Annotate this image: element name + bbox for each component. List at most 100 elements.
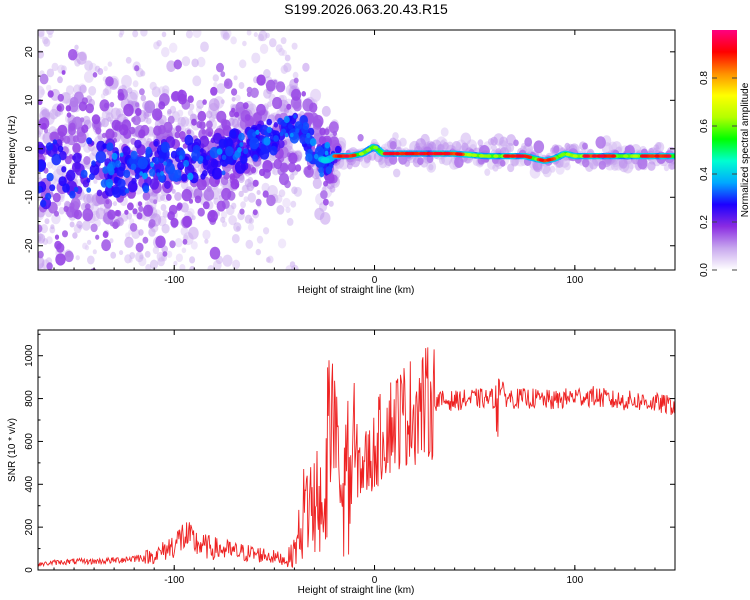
spectral-blob <box>183 159 190 168</box>
spectral-blob <box>102 88 110 96</box>
spectral-blob <box>244 214 253 224</box>
spectral-blob <box>239 208 245 215</box>
colorbar-gradient <box>712 30 737 270</box>
spectral-blob <box>140 94 146 102</box>
spectral-blob <box>50 131 59 142</box>
spectral-blob <box>328 121 339 134</box>
spectral-blob <box>491 144 497 152</box>
spectral-blob <box>84 60 93 71</box>
spectral-blob <box>289 173 295 180</box>
spectral-blob <box>163 161 168 166</box>
spectral-blob <box>46 68 55 78</box>
spectral-blob <box>136 212 143 220</box>
spectral-blob <box>266 126 272 134</box>
spectral-blob <box>74 44 79 50</box>
spectral-blob <box>79 84 87 94</box>
spectral-blob <box>177 161 185 171</box>
spectral-blob <box>324 141 331 149</box>
spectral-track-point <box>365 148 372 152</box>
spectral-blob <box>95 207 106 220</box>
spectral-blob <box>38 256 45 269</box>
spectral-blob <box>216 148 223 155</box>
spectral-blob <box>304 136 312 145</box>
spectral-blob <box>293 77 299 84</box>
colorbar-tick-label: 0.8 <box>699 71 710 85</box>
spectral-blob <box>252 154 259 162</box>
spectral-blob <box>124 209 129 215</box>
spectral-track-point <box>394 151 400 156</box>
spectral-blob <box>309 102 318 113</box>
spectral-blob <box>144 250 151 258</box>
spectral-blob <box>393 168 401 178</box>
spectral-blob <box>131 117 136 123</box>
spectral-blob <box>152 108 163 121</box>
spectral-blob <box>231 234 240 244</box>
spectral-blob <box>93 178 98 184</box>
spectral-blob <box>221 154 227 160</box>
spectral-blob <box>110 251 117 259</box>
spectral-blob <box>69 96 79 108</box>
spectral-blob <box>55 253 66 266</box>
spectrogram-x-tick-label: 100 <box>566 275 583 286</box>
spectral-blob <box>549 165 556 173</box>
spectral-blob <box>663 164 670 172</box>
spectral-blob <box>55 294 62 302</box>
spectral-blob <box>160 171 164 176</box>
spectral-blob <box>211 167 222 180</box>
spectral-blob <box>201 129 206 135</box>
spectral-blob <box>178 155 183 161</box>
spectral-blob <box>250 166 257 174</box>
spectrogram-y-tick-label: -10 <box>24 190 35 205</box>
spectral-blob <box>273 122 279 128</box>
spectral-blob <box>247 129 256 140</box>
spectral-blob <box>269 145 278 156</box>
spectral-blob <box>173 59 182 70</box>
spectral-blob <box>140 30 148 37</box>
spectral-blob <box>66 169 76 182</box>
snr-x-ticks: -100 0 100 <box>53 330 676 586</box>
spectral-blob <box>256 74 266 86</box>
spectral-blob <box>38 30 45 37</box>
spectral-blob <box>216 110 227 123</box>
spectral-track-point <box>560 152 566 157</box>
spectral-blob <box>637 157 648 170</box>
spectral-blob <box>142 191 151 201</box>
spectral-blob <box>253 32 258 38</box>
spectral-blob <box>231 88 238 96</box>
spectral-track-point <box>565 152 571 157</box>
spectral-blob <box>137 156 148 170</box>
spectral-blob <box>143 111 150 119</box>
spectral-blob <box>207 131 213 137</box>
spectral-blob <box>38 233 46 244</box>
spectral-blob <box>203 188 215 201</box>
spectral-blob <box>288 152 298 164</box>
spectral-blob <box>222 254 233 267</box>
spectral-blob <box>318 166 324 174</box>
snr-panel: -100 0 100 0 200 400 600 800 1000 Height of str… <box>7 329 676 596</box>
spectral-blob <box>143 204 153 217</box>
spectral-blob <box>325 166 332 175</box>
spectral-blob <box>83 156 91 165</box>
spectral-blob <box>86 239 92 245</box>
spectral-blob <box>43 38 51 47</box>
spectral-blob <box>38 185 42 194</box>
spectral-blob <box>230 178 240 190</box>
spectral-blob <box>109 101 115 108</box>
spectral-blob <box>171 188 176 194</box>
spectral-blob <box>57 145 64 153</box>
spectral-blob <box>199 148 204 153</box>
spectral-blob <box>191 149 201 162</box>
spectral-track-point <box>519 154 526 158</box>
spectral-blob <box>51 153 62 166</box>
spectral-blob <box>283 115 290 124</box>
spectral-blob <box>454 156 464 168</box>
spectral-blob <box>291 88 302 101</box>
spectral-blob <box>582 142 588 150</box>
spectrogram-frame <box>37 29 676 271</box>
spectral-blob <box>112 296 116 301</box>
spectral-blob <box>259 168 266 177</box>
spectral-blob <box>40 199 47 208</box>
spectral-blob <box>89 173 95 181</box>
spectral-blob <box>103 102 109 109</box>
spectral-track-point <box>632 154 638 158</box>
